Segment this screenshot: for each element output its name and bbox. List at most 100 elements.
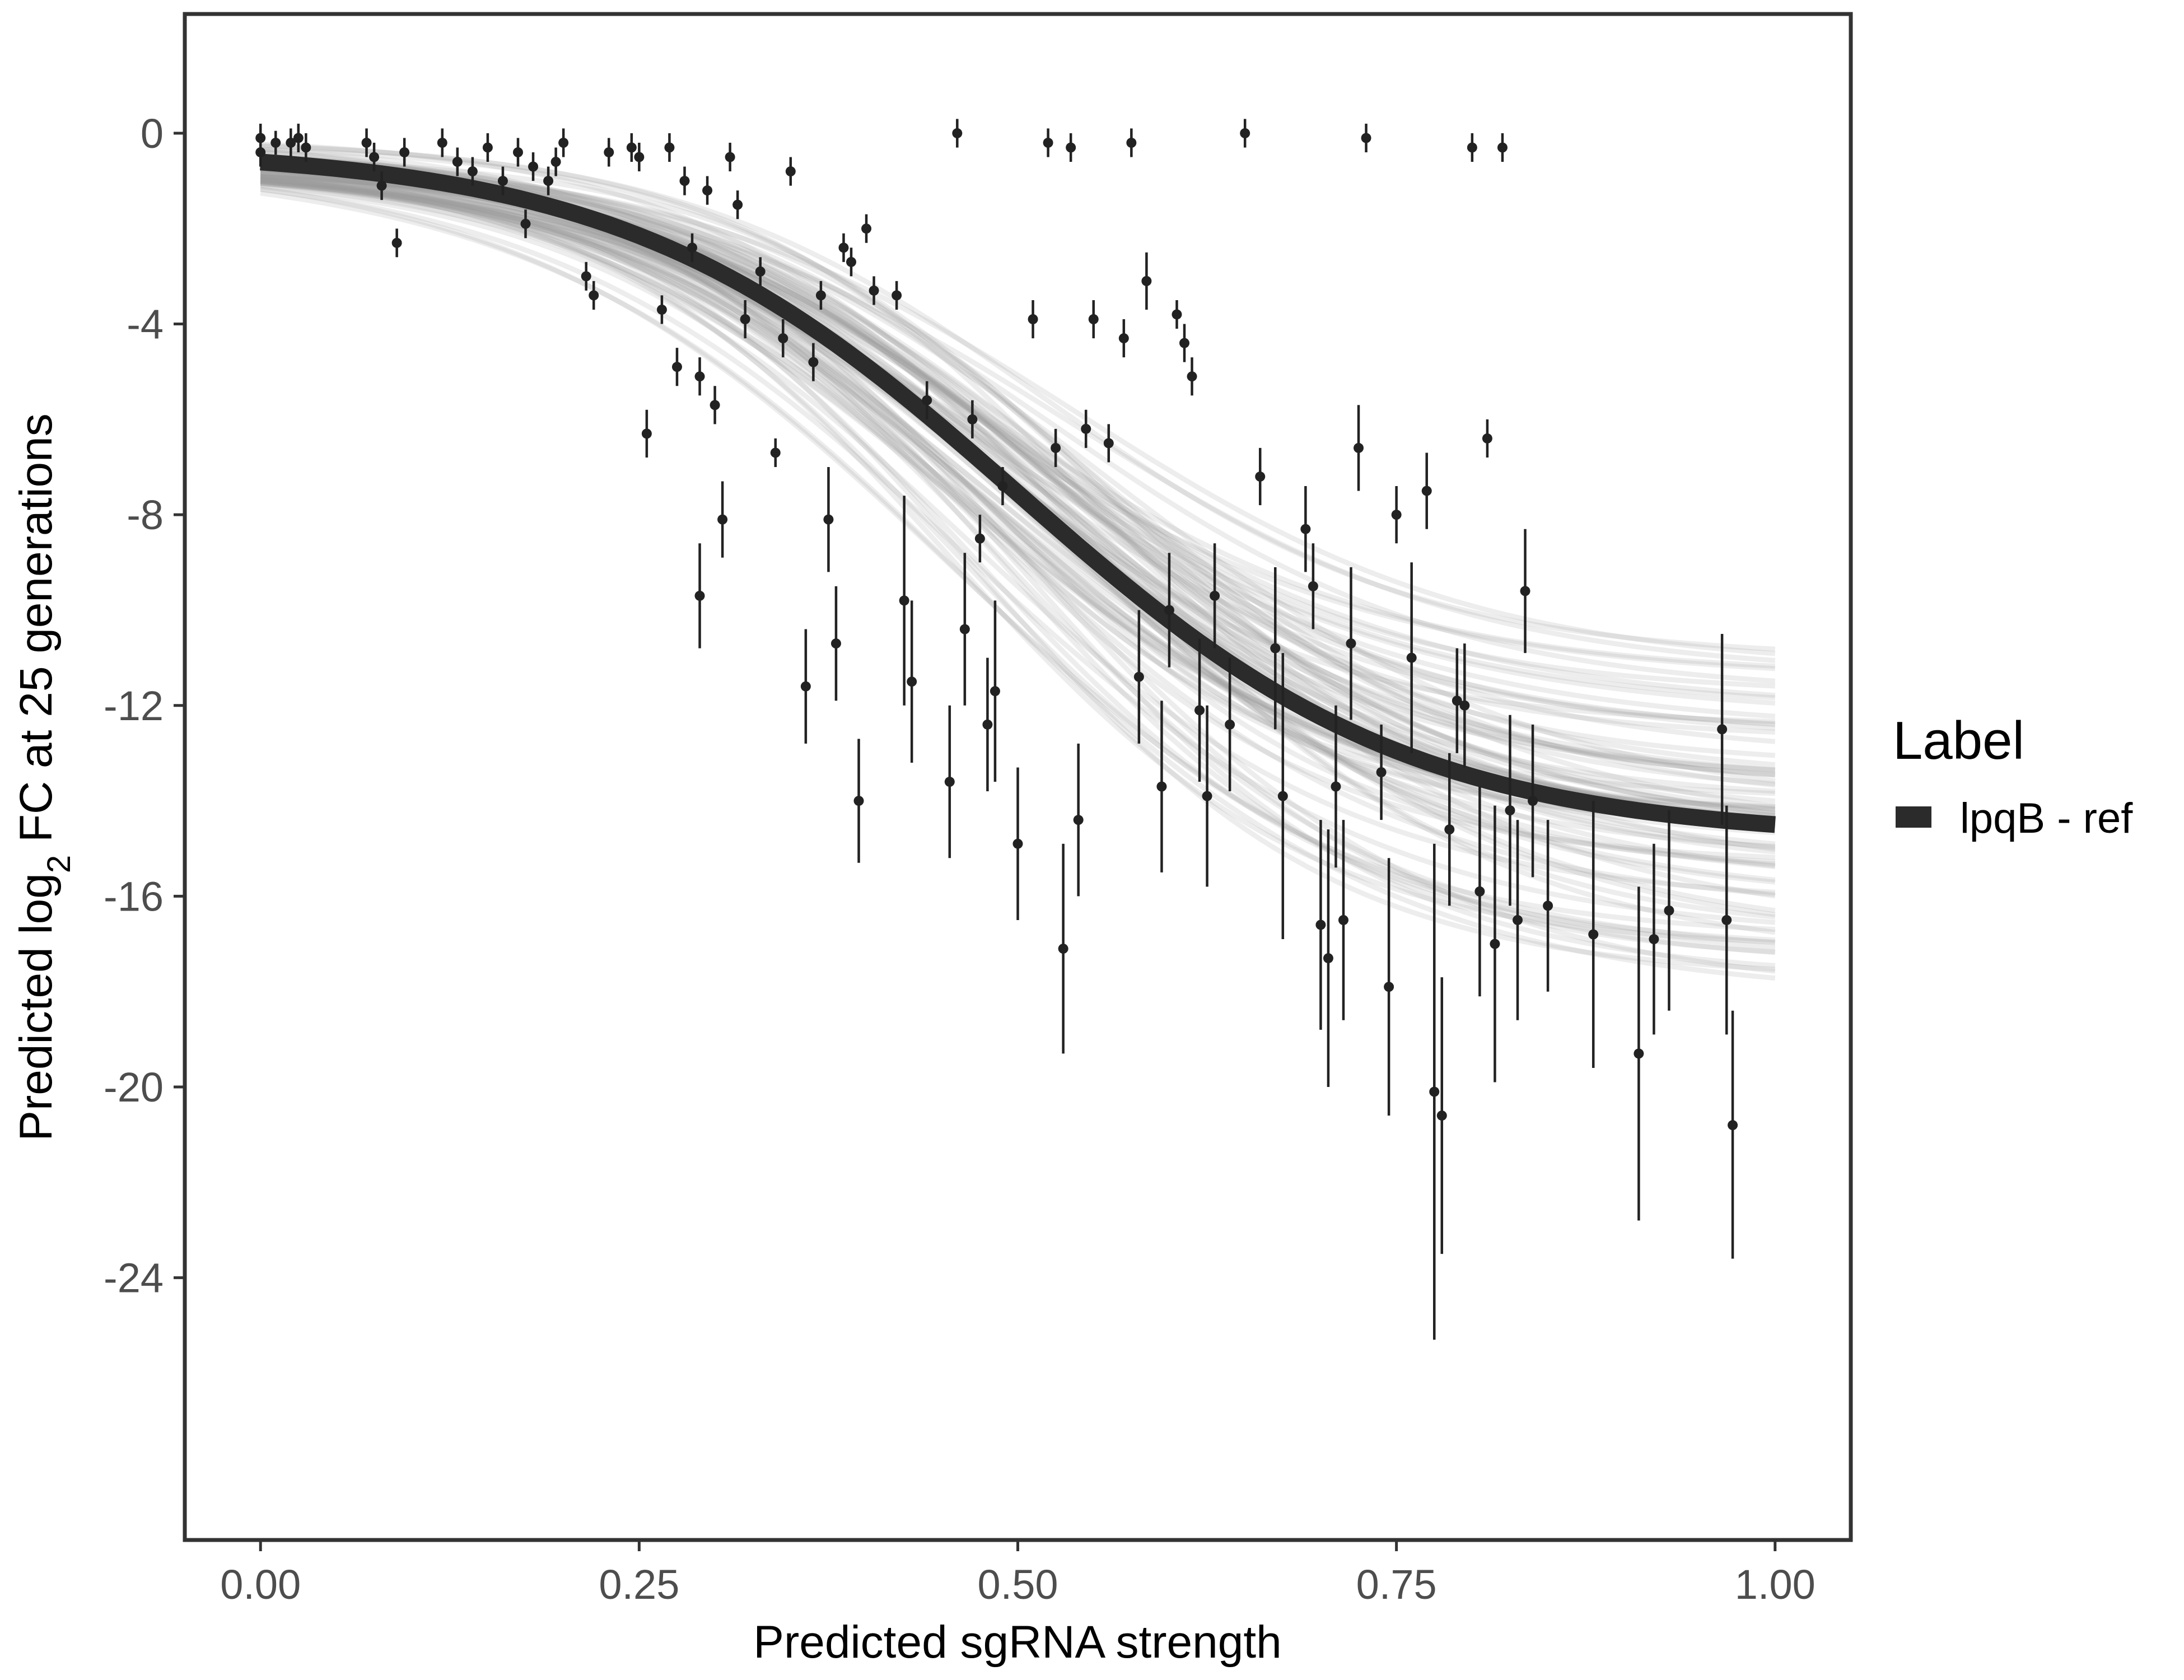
point-marker (892, 290, 902, 300)
point-marker (1664, 906, 1674, 916)
point-marker (967, 414, 977, 424)
point-marker (1482, 433, 1492, 444)
y-axis-title-prefix: Predicted log (11, 873, 62, 1141)
point-marker (1202, 791, 1212, 801)
point-marker (899, 595, 909, 605)
point-marker (990, 686, 1000, 696)
point-marker (771, 447, 781, 458)
point-marker (1315, 920, 1326, 930)
point-marker (1354, 443, 1364, 453)
point-marker (1338, 915, 1348, 925)
point-marker (664, 142, 674, 152)
point-marker (1172, 309, 1182, 319)
point-marker (778, 333, 788, 343)
point-marker (1074, 815, 1084, 825)
x-tick-label: 0.00 (220, 1561, 301, 1608)
point-marker (1513, 915, 1523, 925)
y-tick-label: -4 (127, 301, 164, 348)
point-marker (680, 176, 690, 186)
point-marker (1459, 701, 1469, 711)
point-marker (437, 138, 447, 148)
legend-key-swatch (1896, 806, 1931, 828)
point-marker (1528, 796, 1538, 806)
point-marker (1384, 982, 1394, 992)
point-marker (740, 314, 750, 324)
point-marker (657, 305, 667, 315)
point-marker (1728, 1120, 1738, 1130)
point-marker (1104, 438, 1114, 448)
point-marker (1225, 720, 1235, 730)
point-marker (907, 676, 917, 687)
point-marker (1300, 524, 1310, 534)
point-marker (604, 147, 614, 157)
point-marker (1422, 486, 1432, 496)
point-marker (1194, 705, 1205, 715)
point-marker (1376, 767, 1387, 777)
point-marker (816, 290, 826, 300)
point-marker (1255, 472, 1265, 482)
point-marker (717, 515, 727, 525)
y-tick-label: -12 (104, 683, 164, 729)
point-marker (1141, 276, 1151, 286)
point-marker (672, 362, 682, 372)
point-marker (1134, 672, 1144, 682)
point-marker (1323, 953, 1333, 963)
x-tick-label: 1.00 (1735, 1561, 1816, 1608)
legend-entry-label: lpqB - ref (1960, 795, 2133, 842)
point-marker (1210, 591, 1220, 601)
point-marker (1240, 128, 1250, 138)
point-marker (975, 534, 985, 544)
point-marker (369, 152, 379, 162)
point-marker (725, 152, 735, 162)
point-marker (1179, 338, 1189, 348)
point-marker (1028, 314, 1038, 324)
point-marker (528, 162, 538, 172)
point-marker (1043, 138, 1053, 148)
point-marker (627, 142, 637, 152)
point-marker (710, 400, 720, 410)
point-marker (1634, 1048, 1644, 1058)
point-marker (468, 166, 478, 176)
point-marker (521, 219, 531, 229)
point-marker (392, 238, 402, 248)
point-marker (301, 142, 311, 152)
point-marker (1278, 791, 1288, 801)
point-marker (1429, 1087, 1439, 1097)
point-marker (1490, 939, 1500, 949)
point-marker (589, 290, 599, 300)
point-marker (1013, 839, 1023, 849)
y-axis-title-subscript: 2 (41, 855, 77, 873)
point-marker (869, 286, 879, 296)
point-marker (1437, 1110, 1447, 1121)
point-marker (1346, 638, 1356, 648)
point-marker (558, 138, 568, 148)
point-marker (1126, 138, 1136, 148)
y-tick-label: -16 (104, 873, 164, 920)
point-marker (1058, 944, 1068, 954)
point-marker (808, 357, 818, 367)
point-marker (1474, 886, 1485, 897)
point-marker (831, 638, 841, 648)
point-marker (399, 147, 409, 157)
point-marker (1588, 930, 1598, 940)
point-marker (1649, 934, 1659, 944)
x-tick-label: 0.75 (1356, 1561, 1437, 1608)
point-marker (823, 515, 833, 525)
point-marker (362, 138, 372, 148)
point-marker (498, 176, 508, 186)
point-marker (687, 242, 697, 253)
point-marker (1051, 443, 1061, 453)
point-marker (1497, 142, 1508, 152)
point-marker (755, 267, 766, 277)
point-marker (255, 147, 265, 157)
point-marker (1392, 510, 1402, 520)
point-marker (1505, 805, 1515, 815)
point-marker (982, 720, 992, 730)
point-marker (1407, 653, 1417, 663)
x-axis-title: Predicted sgRNA strength (753, 1617, 1281, 1668)
point-marker (1444, 824, 1454, 834)
y-axis-title-suffix: FC at 25 generations (11, 413, 62, 855)
y-tick-label: -24 (104, 1255, 164, 1301)
y-tick-label: -20 (104, 1064, 164, 1110)
legend-title: Label (1893, 711, 2024, 771)
